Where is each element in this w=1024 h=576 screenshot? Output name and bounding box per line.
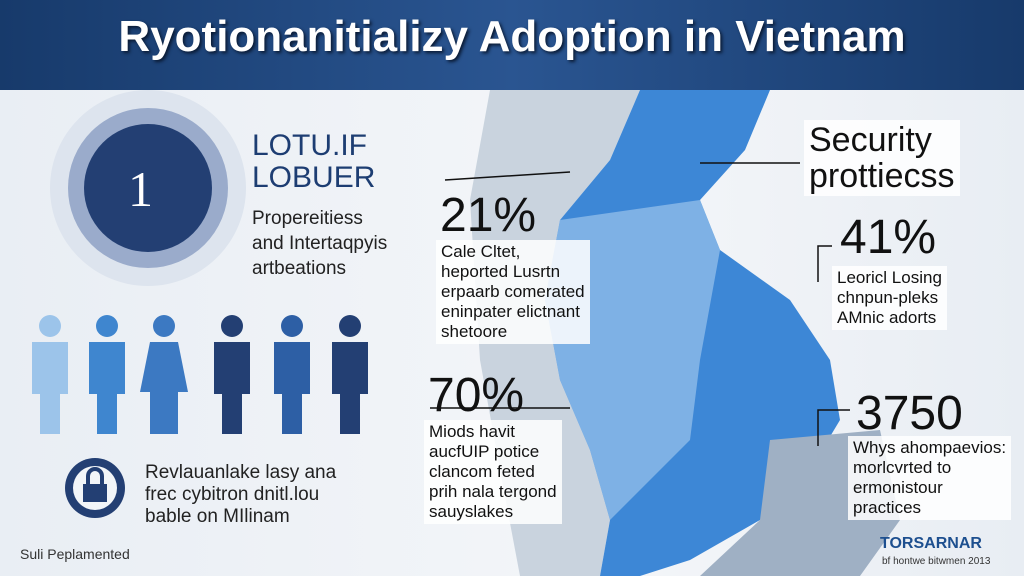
text-line: Leoricl Losing [837,268,942,287]
badge-number: 1 [128,161,153,217]
text-line: Miods havit [429,422,515,441]
stat-value: 41% [840,211,937,264]
lock-gear-icon [65,458,125,518]
text-line: prottiecss [809,157,955,195]
brand-line: LOTU.IF [252,129,368,162]
brand: LOTU.IF LOBUER [252,130,375,194]
stat-value: 70% [428,369,525,422]
logo-sub: bf hontwe bitwmen 2013 [882,556,991,567]
text-line: Cale Cltet, [441,242,521,261]
text-line: sauyslakes [429,502,514,521]
text-line: Security [809,121,932,159]
badge-text: Propereitiess and Intertaqpyis artbeations [252,206,387,281]
text-line: Whys ahompaevios: [853,438,1007,457]
text-line: morlcvrted to [853,458,952,477]
text-line: chnpun-pleks [837,288,939,307]
footer-note: Suli Peplamented [20,546,130,562]
badge-core [84,124,212,252]
stat-value: 21% [440,189,537,242]
text-line: practices [853,498,922,517]
page-title: Ryotionanitializy Adoption in Vietnam [118,12,906,61]
text-line: ermonistour [853,478,943,497]
text-line: erpaarb comerated [441,282,585,301]
text-line: Propereitiess [252,208,363,229]
text-line: bable on MIlinam [145,506,290,527]
lock-text: Revlauanlake lasy ana frec cybitron dnitl… [145,462,336,528]
text-line: Revlauanlake lasy ana [145,462,337,483]
logo: TORSARNAR [880,535,982,552]
text-line: AMnic adorts [837,308,937,327]
stat-text: Miods havit aucfUIP potice clancom feted pr… [424,420,562,524]
brand-line: LOBUER [252,161,376,194]
stat-text: Whys ahompaevios: morlcvrted to ermonistou… [848,436,1012,520]
text-line: frec cybitron dnitl.lou [145,484,320,505]
stat-value: 3750 [856,387,963,440]
text-line: clancom feted [429,462,535,481]
text-line: aucfUIP potice [429,442,540,461]
people-icons [32,315,368,434]
connector-lines [430,162,850,446]
text-line: prih nala tergond [429,482,557,501]
header-bar [0,0,1024,90]
text-line: artbeations [252,258,347,279]
stat-text: Cale Cltet, heported Lusrtn erpaarb comera… [436,240,590,344]
text-line: shetoore [441,322,508,341]
text-line: heported Lusrtn [441,262,561,281]
stat-text: Leoricl Losing chnpun-pleks AMnic adorts [832,266,947,330]
text-line: eninpater elictnant [441,302,580,321]
security-heading: Security prottiecss [804,120,960,196]
text-line: and Intertaqpyis [252,233,388,254]
